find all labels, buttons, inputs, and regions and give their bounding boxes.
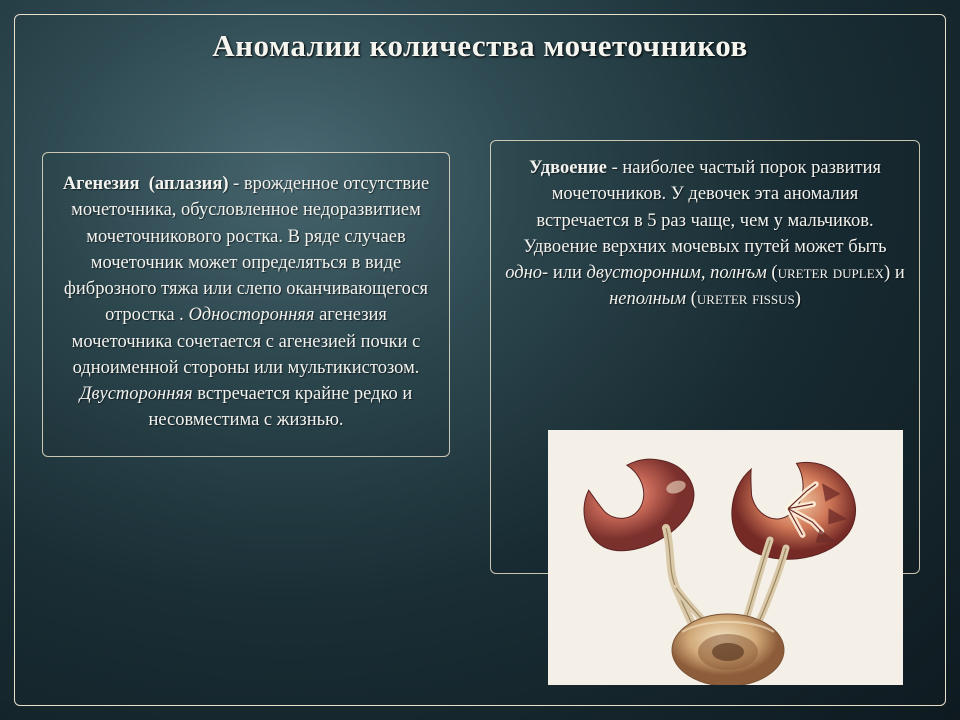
right-full: полнъм [710,263,767,283]
right-latin-duplex: (ureter duplex) [767,263,890,283]
kidney-diagram [548,430,903,685]
right-or: или [548,263,586,283]
right-unilateral: одно- [505,263,548,283]
left-column-box: Агенезия (аплазия) - врожденное отсутств… [42,152,450,457]
term-aplasia: (аплазия) [149,174,229,194]
bladder [672,614,784,685]
left-bilateral: Двусторонняя [80,384,193,404]
right-and: и [890,263,905,283]
left-unilateral: Односторонняя [188,305,314,325]
slide-root: Аномалии количества мочеточников Агенези… [0,0,960,720]
right-partial: неполным [609,289,686,309]
term-udvoenie: Удвоение [529,158,607,178]
term-agenezia: Агенезия [63,174,140,194]
right-comma: , [701,263,710,283]
left-text: Агенезия (аплазия) - врожденное отсутств… [57,171,435,434]
right-text: Удвоение - наиболее частый порок развити… [503,155,907,313]
left-body-a: - врожденное отсутствие мочеточника, обу… [64,174,429,325]
right-latin-fissus: (ureter fissus) [686,289,801,309]
slide-title: Аномалии количества мочеточников [0,28,960,64]
right-bilateral: двусторонним [587,263,701,283]
